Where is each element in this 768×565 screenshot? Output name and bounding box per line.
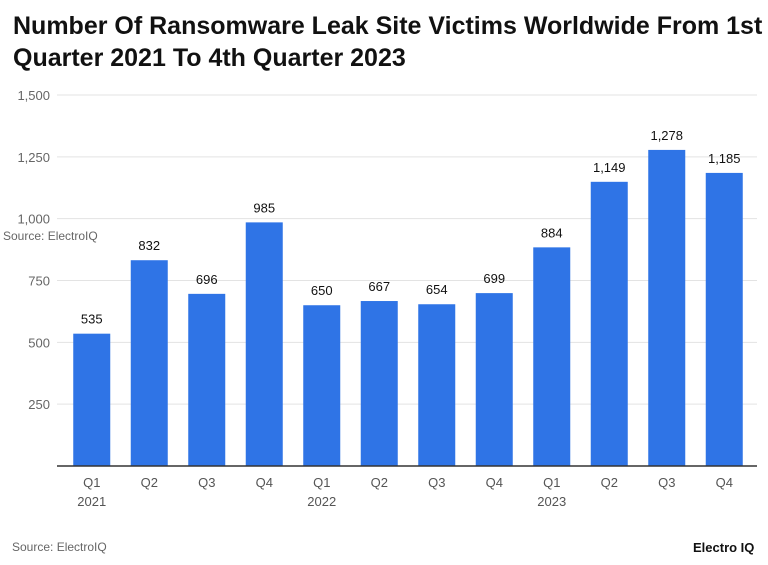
data-label: 654	[426, 282, 448, 297]
data-label: 535	[81, 312, 103, 327]
x-tick-label: Q1	[313, 475, 330, 490]
y-tick-label: 1,500	[17, 88, 50, 103]
x-tick-label: Q1	[83, 475, 100, 490]
bar	[590, 181, 628, 466]
bar	[188, 293, 226, 466]
x-tick-label: Q3	[198, 475, 215, 490]
data-label: 884	[541, 225, 563, 240]
source-overlay-text: Source: ElectroIQ	[3, 229, 98, 243]
y-tick-label: 1,000	[17, 212, 50, 227]
bar	[705, 172, 743, 466]
data-label: 985	[253, 200, 275, 215]
bar	[73, 333, 111, 466]
data-label: 1,185	[708, 151, 741, 166]
data-label: 667	[368, 279, 390, 294]
bar	[475, 293, 513, 466]
bar	[418, 304, 456, 466]
y-tick-label: 250	[28, 397, 50, 412]
x-tick-label: Q2	[371, 475, 388, 490]
bar	[245, 222, 283, 466]
bar	[533, 247, 571, 466]
bar	[130, 260, 168, 466]
bar	[360, 301, 398, 466]
x-tick-label: Q4	[486, 475, 503, 490]
bar	[648, 149, 686, 466]
chart-title: Number Of Ransomware Leak Site Victims W…	[13, 12, 763, 72]
x-tick-label: Q1	[543, 475, 560, 490]
x-tick-year-label: 2022	[307, 494, 336, 509]
bar	[303, 305, 341, 466]
data-label: 650	[311, 283, 333, 298]
data-label: 699	[483, 271, 505, 286]
x-tick-label: Q4	[716, 475, 733, 490]
x-tick-label: Q2	[141, 475, 158, 490]
source-text: Source: ElectroIQ	[12, 540, 107, 554]
x-tick-label: Q4	[256, 475, 273, 490]
data-label: 1,149	[593, 160, 626, 175]
x-tick-label: Q2	[601, 475, 618, 490]
data-label: 1,278	[650, 128, 683, 143]
data-label: 832	[138, 238, 160, 253]
x-tick-year-label: 2021	[77, 494, 106, 509]
y-tick-label: 750	[28, 274, 50, 289]
x-tick-label: Q3	[428, 475, 445, 490]
x-tick-label: Q3	[658, 475, 675, 490]
y-tick-label: 1,250	[17, 150, 50, 165]
data-label: 696	[196, 272, 218, 287]
electroiq-logo: Electro IQ	[693, 540, 755, 555]
x-tick-year-label: 2023	[537, 494, 566, 509]
y-tick-label: 500	[28, 335, 50, 350]
